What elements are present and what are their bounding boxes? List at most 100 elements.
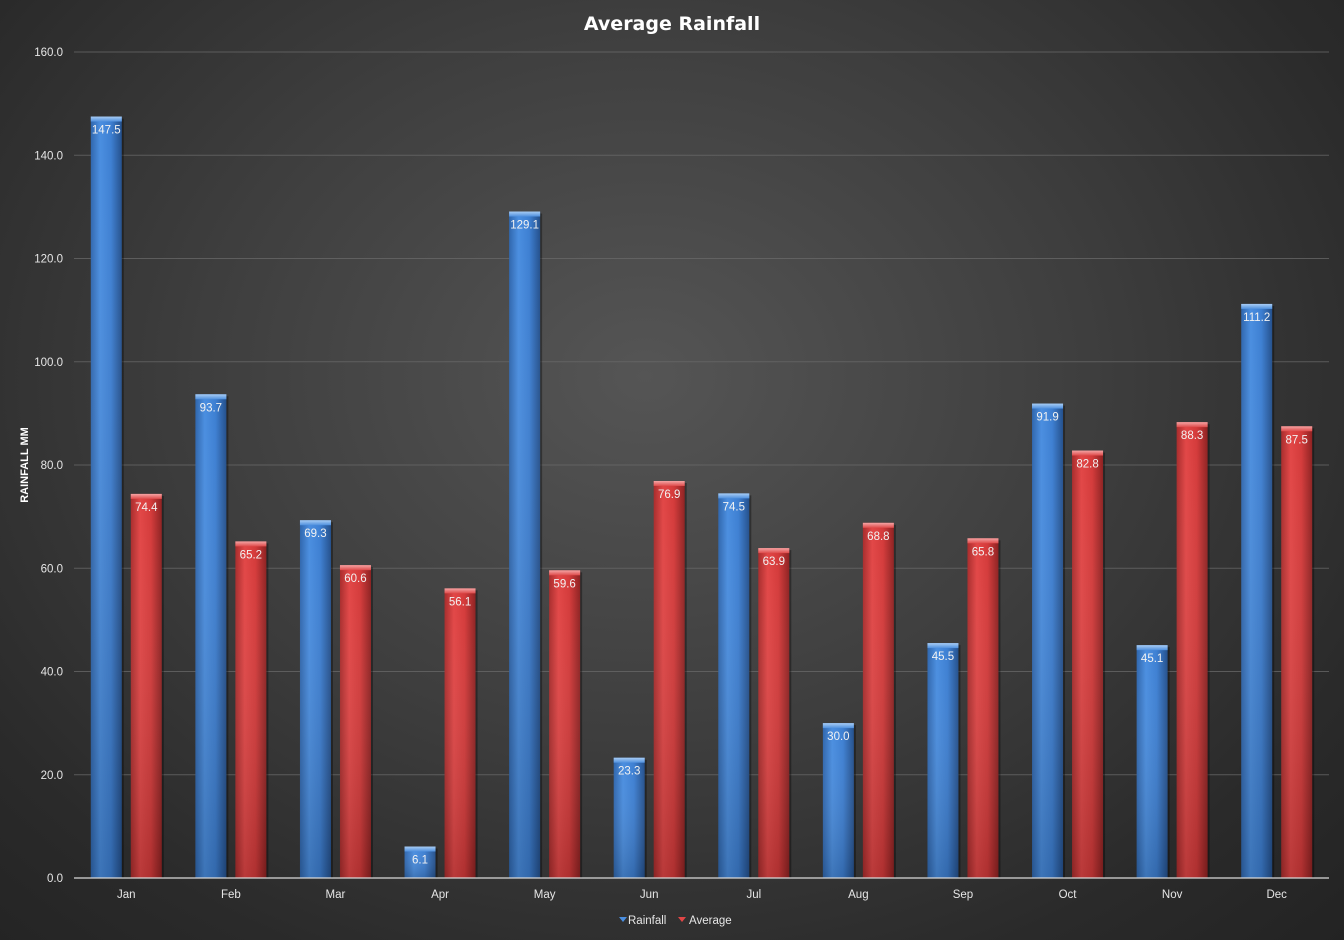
x-tick-label: Aug bbox=[848, 889, 868, 901]
bar-rainfall-oct bbox=[1032, 403, 1066, 878]
bar-shade bbox=[1032, 403, 1064, 878]
bar-shade bbox=[822, 723, 854, 878]
bar-shade bbox=[130, 493, 162, 878]
bar-cap bbox=[444, 588, 476, 594]
bar-cap bbox=[1281, 426, 1313, 432]
x-tick-label: Sep bbox=[953, 889, 973, 901]
bar-cap bbox=[822, 723, 854, 729]
bar-shade bbox=[1072, 450, 1104, 878]
bar-cap bbox=[339, 565, 371, 571]
y-tick-label: 20.0 bbox=[41, 770, 63, 782]
bar-average-mar bbox=[339, 565, 373, 878]
bar-cap bbox=[613, 757, 645, 763]
y-axis-ticks: 0.0 20.0 40.0 60.0 80.0 100.0 120.0 140.0 160.0 bbox=[34, 47, 63, 885]
data-label-average: 74.4 bbox=[135, 502, 158, 514]
data-label-rainfall: 45.5 bbox=[932, 651, 954, 663]
bar-rainfall-jul bbox=[718, 493, 752, 878]
bar-shade bbox=[404, 846, 436, 878]
bar-shade bbox=[195, 394, 227, 878]
y-tick-label: 60.0 bbox=[41, 563, 63, 575]
x-tick-label: May bbox=[534, 889, 556, 901]
bar-rainfall-feb bbox=[195, 394, 229, 878]
y-axis-title: RAINFALL MM bbox=[19, 427, 31, 503]
legend-item-average: Average bbox=[678, 915, 732, 927]
bar-rainfall-sep bbox=[927, 643, 961, 878]
y-tick-label: 100.0 bbox=[34, 357, 63, 369]
data-label-average: 56.1 bbox=[449, 596, 471, 608]
bar-average-nov bbox=[1176, 422, 1210, 878]
bar-shade bbox=[927, 643, 959, 878]
data-label-average: 88.3 bbox=[1181, 430, 1203, 442]
bar-shade bbox=[299, 520, 331, 878]
bar-cap bbox=[404, 846, 436, 852]
bar-shade bbox=[967, 538, 999, 878]
bar-rainfall-apr bbox=[404, 846, 438, 878]
data-label-rainfall: 30.0 bbox=[827, 731, 849, 743]
bar-cap bbox=[1032, 403, 1064, 409]
data-label-rainfall: 23.3 bbox=[618, 766, 640, 778]
legend-swatch-rainfall bbox=[619, 917, 627, 922]
y-tick-label: 40.0 bbox=[41, 667, 63, 679]
data-label-rainfall: 91.9 bbox=[1036, 412, 1058, 424]
x-tick-label: Dec bbox=[1266, 889, 1287, 901]
bar-rainfall-may bbox=[509, 211, 543, 879]
data-label-average: 59.6 bbox=[553, 578, 575, 590]
bar-shade bbox=[1241, 303, 1273, 878]
bar-average-aug bbox=[862, 522, 896, 878]
bar-rainfall-jan bbox=[90, 116, 124, 878]
data-label-rainfall: 93.7 bbox=[200, 402, 222, 414]
bar-cap bbox=[509, 211, 541, 217]
y-tick-label: 140.0 bbox=[34, 150, 63, 162]
bar-shade bbox=[1176, 422, 1208, 878]
bar-cap bbox=[1241, 303, 1273, 309]
data-label-average: 60.6 bbox=[344, 573, 366, 585]
bars bbox=[90, 116, 1315, 879]
bar-shade bbox=[1281, 426, 1313, 878]
bar-rainfall-aug bbox=[822, 723, 856, 878]
x-tick-label: Mar bbox=[326, 889, 346, 901]
bar-average-apr bbox=[444, 588, 478, 878]
bar-rainfall-mar bbox=[299, 520, 333, 878]
bar-shade bbox=[653, 481, 685, 878]
bar-average-oct bbox=[1072, 450, 1106, 878]
x-tick-label: Nov bbox=[1162, 889, 1183, 901]
bar-shade bbox=[718, 493, 750, 878]
data-label-average: 63.9 bbox=[763, 556, 785, 568]
y-tick-label: 0.0 bbox=[47, 873, 63, 885]
bar-cap bbox=[718, 493, 750, 499]
x-axis-ticks: Jan Feb Mar Apr May Jun Jul Aug Sep Oct Nov Dec bbox=[117, 889, 1287, 901]
bar-shade bbox=[1136, 645, 1168, 878]
data-label-rainfall: 6.1 bbox=[412, 855, 428, 867]
gridlines bbox=[74, 51, 1329, 776]
legend-label-rainfall: Rainfall bbox=[628, 915, 666, 927]
x-tick-label: Jan bbox=[117, 889, 136, 901]
legend-swatch-average bbox=[678, 917, 686, 922]
bar-average-may bbox=[549, 570, 583, 878]
bar-shade bbox=[235, 541, 267, 878]
bar-shade bbox=[444, 588, 476, 878]
bar-cap bbox=[235, 541, 267, 547]
bar-average-jul bbox=[758, 548, 792, 878]
bar-cap bbox=[90, 116, 122, 122]
data-label-average: 65.8 bbox=[972, 546, 994, 558]
bar-cap bbox=[862, 522, 894, 528]
bar-shade bbox=[339, 565, 371, 878]
y-tick-label: 120.0 bbox=[34, 254, 63, 266]
data-label-rainfall: 147.5 bbox=[92, 125, 121, 137]
data-label-average: 87.5 bbox=[1286, 434, 1308, 446]
x-tick-label: Feb bbox=[221, 889, 241, 901]
bar-shade bbox=[509, 211, 541, 879]
bar-shade bbox=[90, 116, 122, 878]
chart-title: Average Rainfall bbox=[584, 13, 760, 35]
bar-cap bbox=[927, 643, 959, 649]
bar-rainfall-nov bbox=[1136, 645, 1170, 878]
data-label-rainfall: 111.2 bbox=[1243, 312, 1270, 324]
x-tick-label: Apr bbox=[431, 889, 449, 901]
data-label-average: 82.8 bbox=[1076, 459, 1098, 471]
y-tick-label: 160.0 bbox=[34, 47, 63, 59]
bar-average-jun bbox=[653, 481, 687, 878]
bar-average-dec bbox=[1281, 426, 1315, 878]
x-tick-label: Jun bbox=[640, 889, 659, 901]
